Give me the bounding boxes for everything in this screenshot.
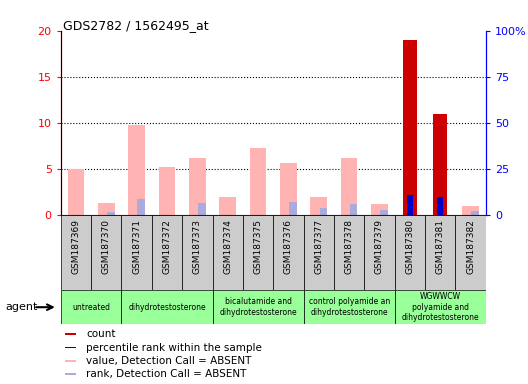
Bar (189, 158, 206, 215)
Bar (310, 197, 327, 215)
FancyBboxPatch shape (455, 215, 486, 290)
FancyBboxPatch shape (212, 290, 304, 324)
FancyBboxPatch shape (121, 290, 212, 324)
Bar (371, 204, 388, 215)
Bar (403, 40, 417, 215)
Text: count: count (86, 329, 116, 339)
FancyBboxPatch shape (425, 215, 455, 290)
FancyBboxPatch shape (65, 359, 77, 362)
Text: GSM187371: GSM187371 (132, 219, 141, 274)
Bar (319, 208, 327, 215)
Text: GSM187372: GSM187372 (163, 219, 172, 274)
FancyBboxPatch shape (394, 215, 425, 290)
FancyBboxPatch shape (65, 372, 77, 375)
FancyBboxPatch shape (364, 215, 394, 290)
Text: GSM187379: GSM187379 (375, 219, 384, 274)
Text: GSM187376: GSM187376 (284, 219, 293, 274)
FancyBboxPatch shape (212, 215, 243, 290)
FancyBboxPatch shape (394, 290, 486, 324)
FancyBboxPatch shape (182, 215, 212, 290)
FancyBboxPatch shape (152, 215, 182, 290)
Bar (107, 212, 115, 215)
Text: dihydrotestosterone: dihydrotestosterone (128, 303, 206, 312)
FancyBboxPatch shape (65, 346, 77, 349)
Text: GSM187377: GSM187377 (314, 219, 323, 274)
Bar (219, 197, 236, 215)
Text: control polyamide an
dihydrotestosterone: control polyamide an dihydrotestosterone (308, 298, 390, 317)
Text: GSM187378: GSM187378 (345, 219, 354, 274)
FancyBboxPatch shape (243, 215, 274, 290)
Bar (433, 114, 447, 215)
Text: GSM187380: GSM187380 (406, 219, 414, 274)
FancyBboxPatch shape (121, 215, 152, 290)
FancyBboxPatch shape (65, 333, 77, 336)
Bar (280, 164, 297, 215)
Text: GSM187382: GSM187382 (466, 219, 475, 274)
Bar (198, 203, 206, 215)
FancyBboxPatch shape (334, 215, 364, 290)
Bar (68, 169, 84, 215)
FancyBboxPatch shape (274, 215, 304, 290)
Bar (350, 204, 357, 215)
FancyBboxPatch shape (61, 215, 91, 290)
Text: GSM187369: GSM187369 (71, 219, 80, 274)
Bar (380, 210, 388, 215)
Text: GSM187374: GSM187374 (223, 219, 232, 274)
Bar (341, 158, 357, 215)
Bar (250, 148, 267, 215)
Text: percentile rank within the sample: percentile rank within the sample (86, 343, 262, 353)
FancyBboxPatch shape (304, 215, 334, 290)
Bar (438, 197, 443, 215)
Bar (289, 202, 297, 215)
Text: value, Detection Call = ABSENT: value, Detection Call = ABSENT (86, 356, 252, 366)
Text: GSM187381: GSM187381 (436, 219, 445, 274)
Text: GSM187375: GSM187375 (253, 219, 262, 274)
FancyBboxPatch shape (61, 290, 121, 324)
Text: untreated: untreated (72, 303, 110, 312)
Bar (98, 203, 115, 215)
Bar (462, 206, 479, 215)
Bar (407, 195, 412, 215)
Text: GSM187373: GSM187373 (193, 219, 202, 274)
FancyBboxPatch shape (91, 215, 121, 290)
Text: rank, Detection Call = ABSENT: rank, Detection Call = ABSENT (86, 369, 247, 379)
Text: GDS2782 / 1562495_at: GDS2782 / 1562495_at (63, 19, 209, 32)
Text: bicalutamide and
dihydrotestosterone: bicalutamide and dihydrotestosterone (219, 298, 297, 317)
Bar (128, 125, 145, 215)
Bar (158, 167, 175, 215)
Text: agent: agent (5, 302, 37, 312)
Text: WGWWCW
polyamide and
dihydrotestosterone: WGWWCW polyamide and dihydrotestosterone (401, 292, 479, 322)
Text: GSM187370: GSM187370 (102, 219, 111, 274)
Bar (472, 211, 479, 215)
Bar (137, 199, 145, 215)
FancyBboxPatch shape (304, 290, 394, 324)
